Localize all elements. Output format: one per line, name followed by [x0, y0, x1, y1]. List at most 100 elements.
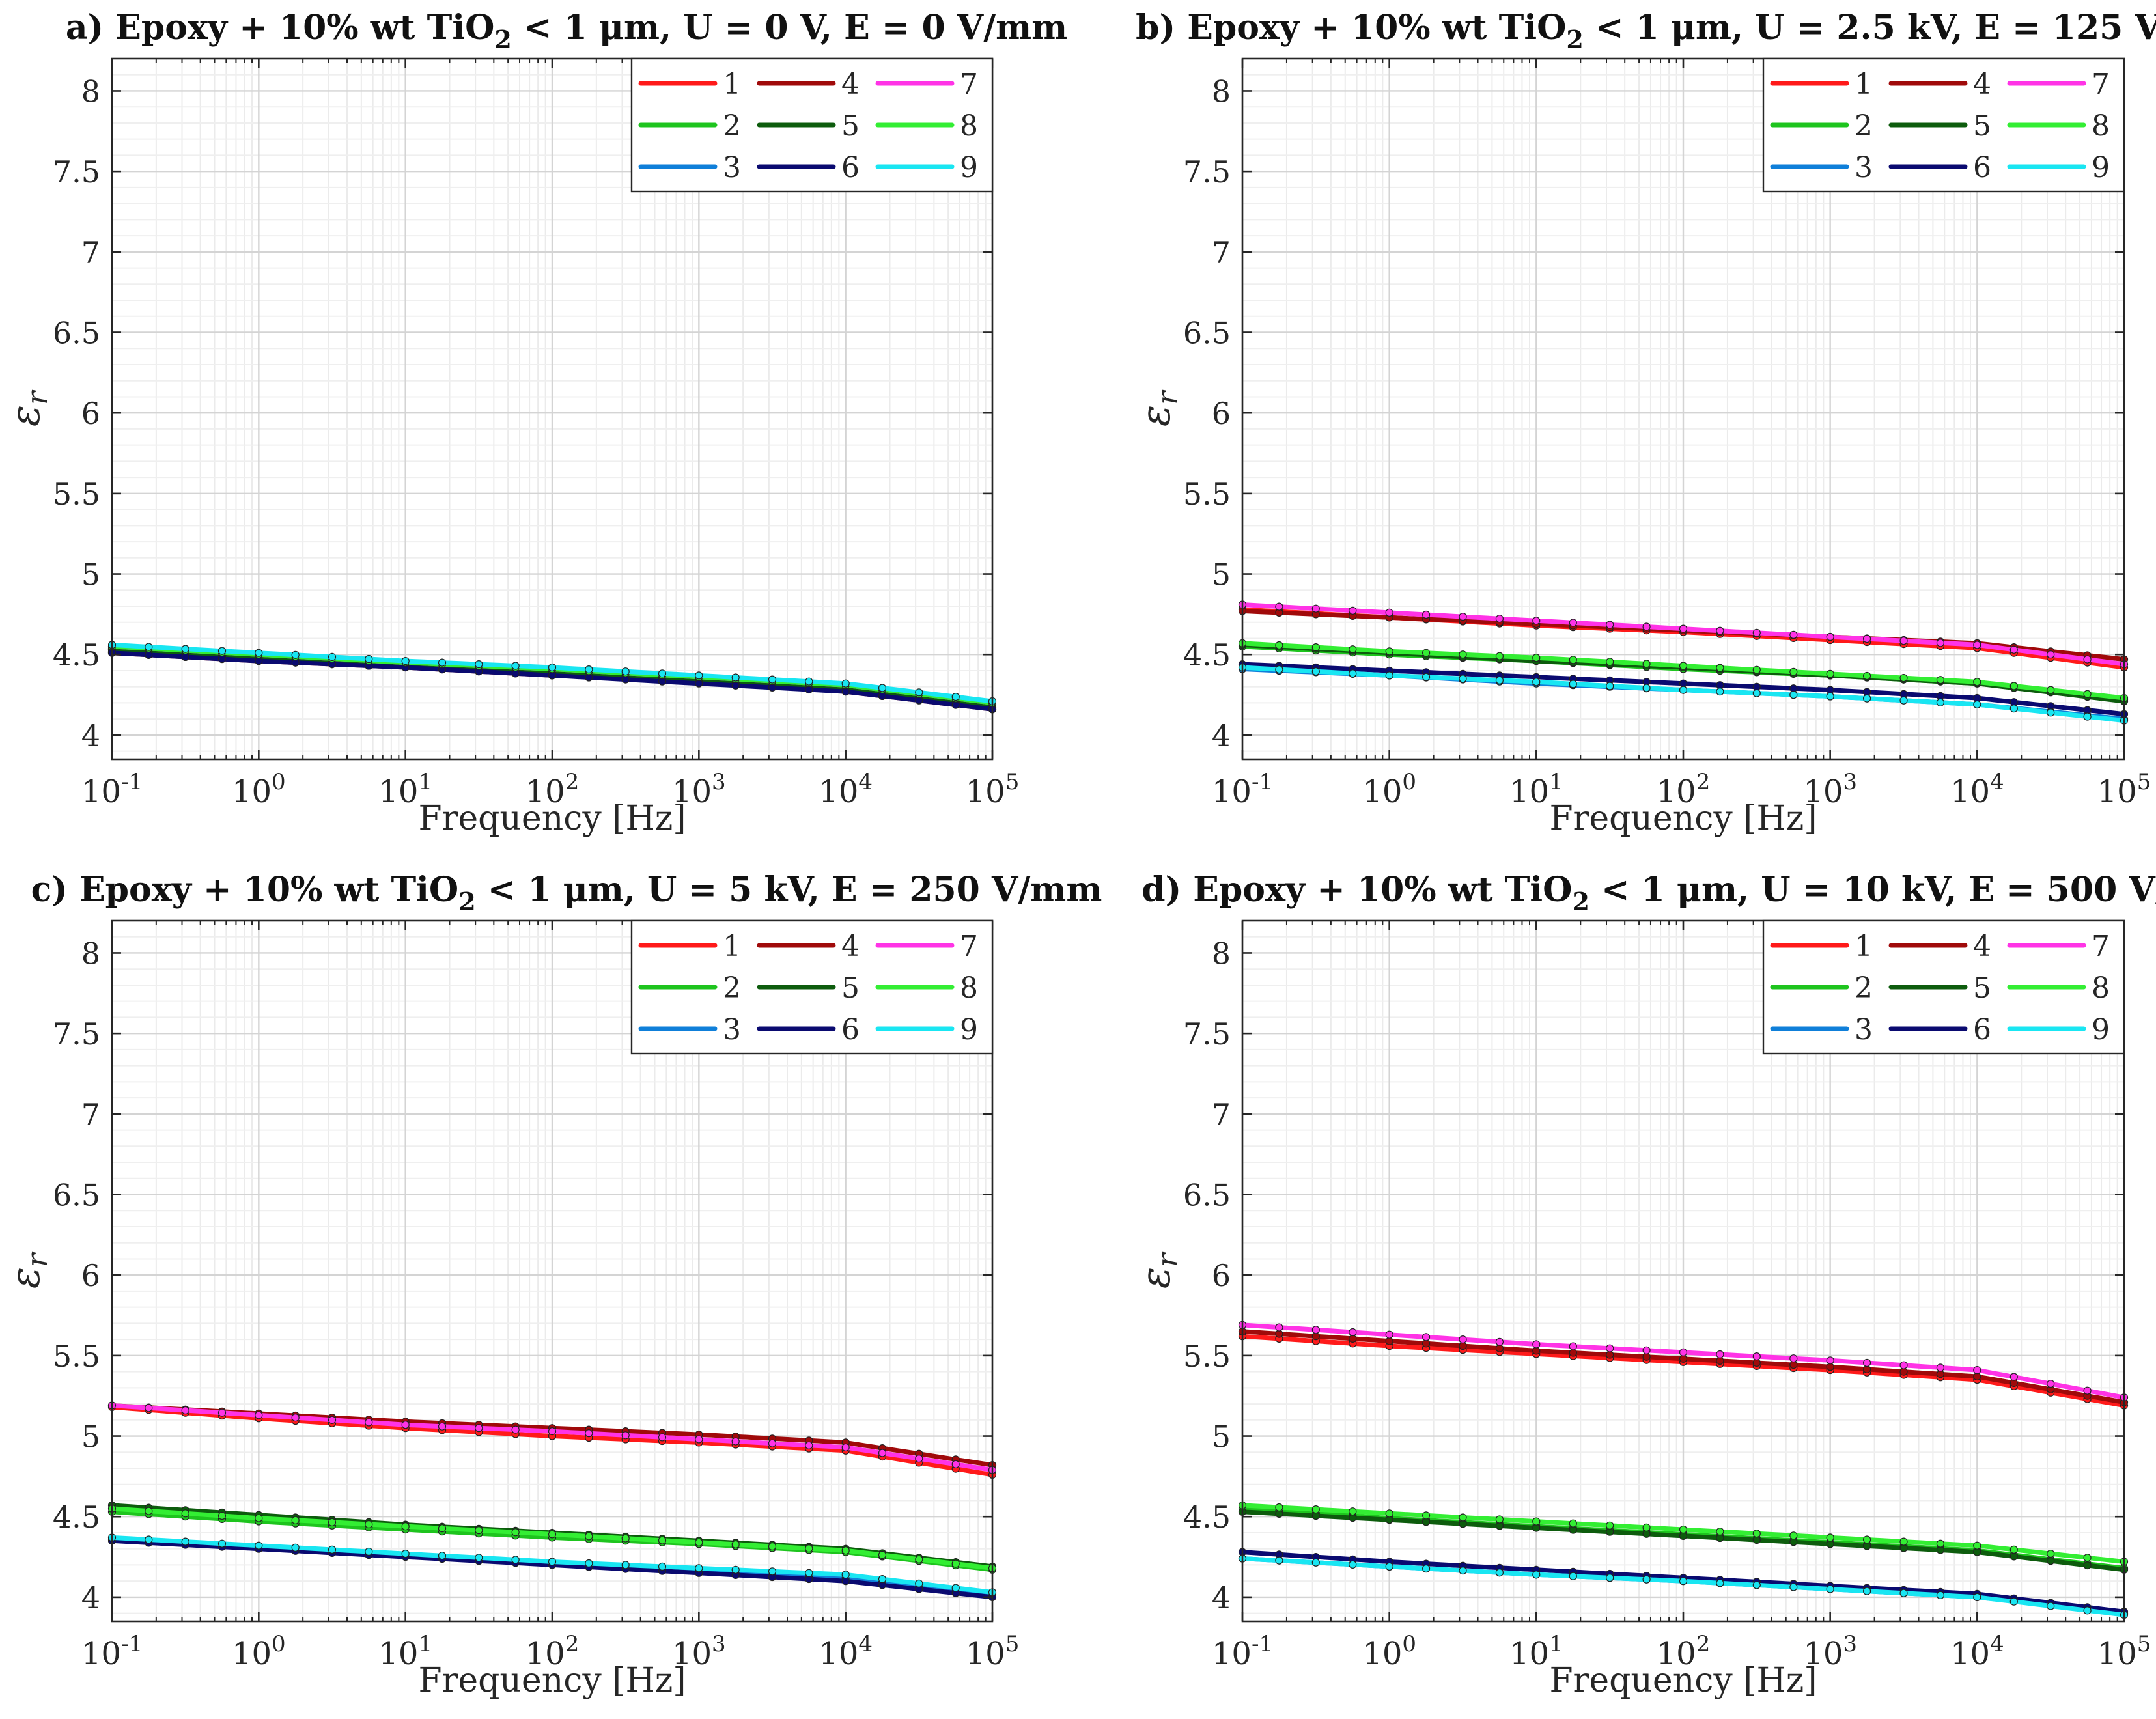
series-9 [1238, 1554, 2129, 1619]
chart-title-subscript: 2 [1572, 887, 1589, 916]
series-6 [107, 649, 997, 714]
data-point [1385, 608, 1393, 617]
series-9-markers [107, 641, 997, 706]
legend-label: 1 [723, 68, 741, 101]
y-tick-label: 5 [1212, 1419, 1231, 1455]
x-tick-label: 101 [378, 769, 432, 810]
data-point [1422, 1564, 1431, 1573]
data-point [1936, 1591, 1944, 1599]
data-point [1311, 643, 1320, 652]
data-point [1716, 664, 1724, 672]
data-point [1826, 632, 1834, 641]
y-tick-label: 7.5 [53, 154, 100, 189]
data-point [731, 1540, 740, 1548]
grid [111, 58, 994, 759]
x-tick-label: 105 [966, 769, 1020, 810]
data-point [1275, 1556, 1283, 1565]
series-7 [1238, 600, 2129, 669]
chart-title-suffix: < 1 μm, U = 0 V, E = 0 V/mm [512, 8, 1067, 48]
x-axis-label: Frequency [Hz] [1549, 799, 1817, 838]
data-point [2083, 655, 2092, 664]
data-point [1422, 649, 1431, 657]
data-point [2083, 1554, 2092, 1562]
y-tick-label: 4 [81, 1580, 100, 1615]
y-tick-label: 7.5 [1183, 1016, 1231, 1052]
data-point [1899, 1589, 1908, 1597]
x-tick-base: 10 [819, 774, 858, 810]
legend-label: 9 [2092, 151, 2110, 184]
data-point [1863, 1358, 1871, 1367]
y-tick-label: 7.5 [53, 1016, 100, 1052]
legend-label: 4 [1973, 930, 1991, 963]
y-axis-label-sub: r [1151, 1251, 1184, 1267]
data-point [1789, 1531, 1798, 1540]
data-point [181, 1509, 189, 1518]
y-tick-label: 8 [81, 936, 100, 971]
y-axis-label-main: ε [1, 1267, 49, 1289]
legend-label: 8 [960, 109, 978, 143]
data-point [1752, 628, 1761, 637]
data-point [1863, 1587, 1871, 1595]
data-point [805, 1569, 813, 1577]
data-point [1752, 665, 1761, 674]
data-point [621, 1534, 630, 1543]
x-tick-base: 10 [81, 774, 121, 810]
data-point [1679, 1525, 1688, 1534]
x-tick-base: 10 [1212, 774, 1252, 810]
legend-label: 1 [1855, 68, 1873, 101]
data-point [1899, 637, 1908, 645]
data-point [2083, 1386, 2092, 1395]
data-point [1863, 671, 1871, 680]
data-point [1679, 1577, 1688, 1586]
data-point [1532, 1517, 1541, 1526]
data-point [1716, 1579, 1724, 1587]
x-axis-label: Frequency [Hz] [418, 799, 686, 838]
x-tick-exponent: 3 [1843, 1631, 1857, 1657]
data-point [2047, 1380, 2055, 1388]
x-tick-exponent: 5 [2137, 769, 2151, 795]
y-tick-label: 5.5 [53, 1339, 100, 1374]
y-tick-label: 8 [81, 74, 100, 109]
x-tick-label: 103 [1803, 1631, 1857, 1672]
x-tick-label: 102 [525, 1631, 580, 1672]
data-point [1495, 676, 1504, 684]
data-point [695, 1564, 703, 1572]
x-tick-base: 10 [1950, 774, 1990, 810]
data-point [1973, 1593, 1981, 1601]
x-tick-exponent: -1 [1252, 769, 1273, 795]
legend-label: 2 [723, 971, 741, 1005]
x-tick-base: 10 [378, 774, 418, 810]
data-point [1532, 678, 1541, 686]
legend-label: 1 [723, 930, 741, 963]
data-point [1789, 630, 1798, 639]
data-point [1275, 1323, 1283, 1332]
data-point [145, 1507, 153, 1515]
data-point [1716, 1528, 1724, 1536]
x-tick-exponent: 5 [1005, 769, 1020, 795]
data-point [328, 652, 337, 662]
data-point [1863, 634, 1871, 643]
data-point [255, 1541, 263, 1550]
data-point [1679, 662, 1688, 670]
y-tick-label: 5 [81, 557, 100, 593]
data-point [217, 1539, 227, 1548]
data-point [1459, 1513, 1467, 1522]
legend-label: 3 [1855, 1013, 1873, 1046]
data-point [1275, 1503, 1283, 1512]
data-point [1752, 1352, 1761, 1361]
series-7-markers [107, 1401, 997, 1474]
data-point [1495, 652, 1504, 660]
y-tick-label: 7 [1212, 1097, 1231, 1132]
y-tick-label: 6.5 [53, 316, 100, 351]
data-point [291, 1516, 300, 1524]
x-tick-exponent: 3 [712, 1631, 726, 1657]
series-9-markers [107, 1533, 997, 1597]
x-tick-exponent: 5 [1005, 1631, 1020, 1657]
x-tick-exponent: 0 [272, 769, 286, 795]
legend-label: 5 [841, 971, 860, 1005]
data-point [1973, 700, 1981, 709]
data-point [1679, 686, 1688, 694]
legend: 1 4 7 2 5 8 3 6 9 [630, 57, 994, 193]
data-point [475, 1554, 483, 1562]
y-tick-label: 5 [81, 1419, 100, 1455]
